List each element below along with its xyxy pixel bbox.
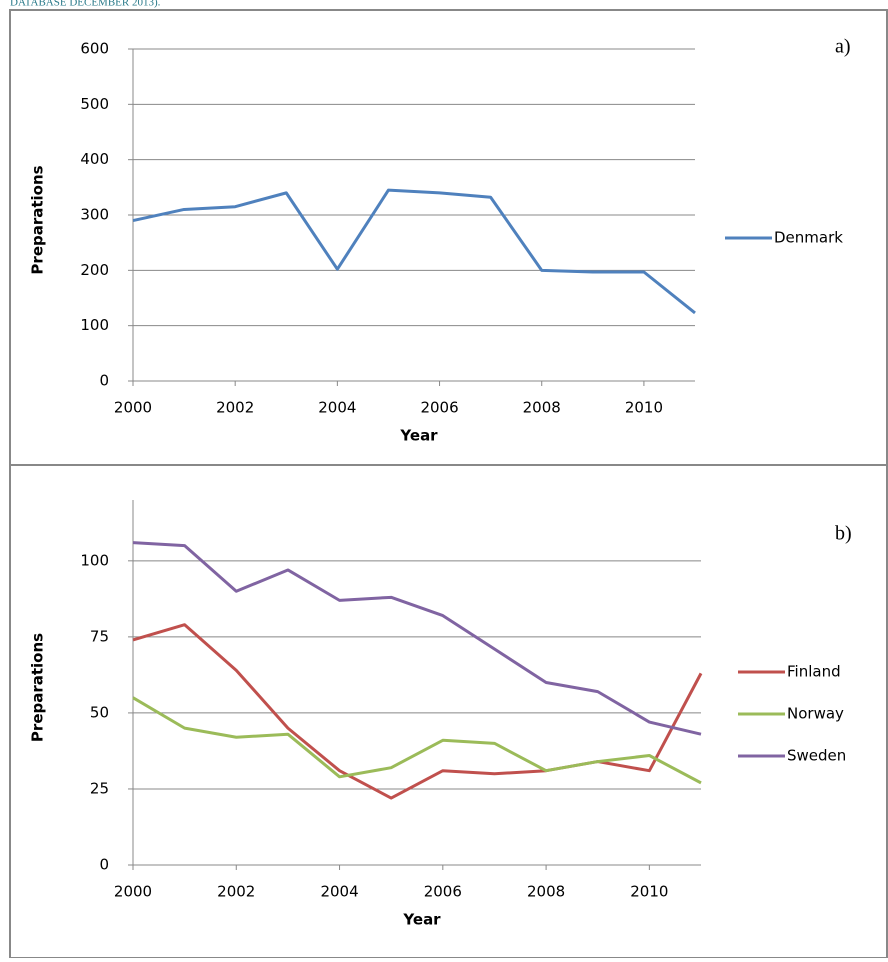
legend-label: Norway: [787, 705, 844, 723]
y-tick-label: 0: [99, 856, 109, 874]
y-axis-label: Preparations: [29, 633, 47, 742]
y-tick-label: 100: [80, 551, 109, 569]
x-tick-label: 2002: [217, 883, 255, 901]
x-tick-label: 2000: [114, 883, 152, 901]
series-line: [132, 188, 696, 315]
x-axis-label: Year: [399, 427, 438, 445]
x-tick-label: 2008: [523, 399, 561, 417]
caption: DATABASE DECEMBER 2013).: [10, 0, 161, 9]
panel-label: b): [835, 523, 852, 545]
y-tick-label: 300: [80, 206, 109, 224]
x-tick-label: 2010: [625, 399, 663, 417]
x-axis-label: Year: [402, 911, 441, 929]
y-tick-label: 0: [99, 372, 109, 390]
x-tick-label: 2006: [420, 399, 458, 417]
y-tick-label: 600: [80, 40, 109, 58]
y-tick-label: 50: [90, 703, 109, 721]
x-tick-label: 2002: [216, 399, 254, 417]
y-tick-label: 100: [80, 316, 109, 334]
panel-label: a): [835, 36, 851, 58]
x-tick-label: 2010: [630, 883, 668, 901]
y-tick-label: 500: [80, 95, 109, 113]
legend-label: Denmark: [774, 229, 843, 247]
series-line: [132, 696, 702, 785]
y-tick-label: 25: [90, 779, 109, 797]
series-line: [132, 623, 703, 800]
series-line: [132, 541, 702, 736]
x-tick-label: 2004: [320, 883, 358, 901]
x-tick-label: 2006: [424, 883, 462, 901]
y-tick-label: 200: [80, 261, 109, 279]
x-tick-label: 2000: [114, 399, 152, 417]
x-tick-label: 2004: [318, 399, 356, 417]
legend-label: Finland: [787, 663, 841, 681]
y-tick-label: 400: [80, 150, 109, 168]
y-tick-label: 75: [90, 627, 109, 645]
x-tick-label: 2008: [527, 883, 565, 901]
y-axis-label: Preparations: [29, 165, 47, 274]
legend-label: Sweden: [787, 747, 846, 765]
